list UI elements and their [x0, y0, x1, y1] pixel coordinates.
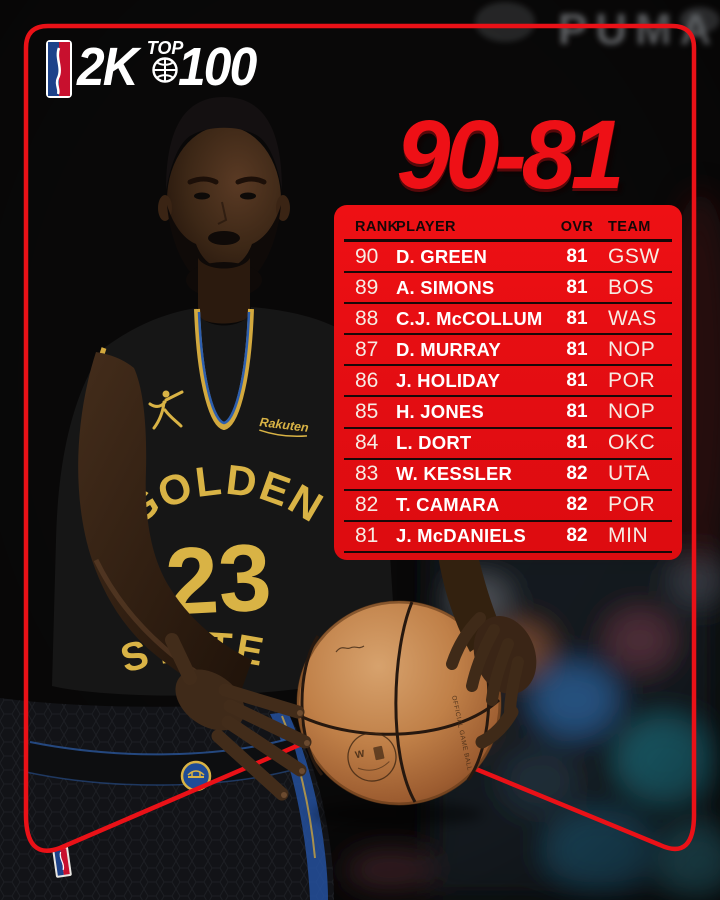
- cell-rank: 86: [355, 368, 379, 392]
- collar-trim-blue: [197, 311, 251, 425]
- nba-logo-icon: [46, 40, 72, 98]
- cell-rank: 88: [355, 306, 379, 330]
- logo-100: 100: [178, 37, 257, 97]
- player-right-arm: [78, 352, 312, 801]
- cell-team: BOS: [608, 275, 655, 299]
- frame-outline: [23, 23, 697, 853]
- cell-team: POR: [608, 493, 656, 517]
- neck: [198, 258, 250, 324]
- cell-ovr: 82: [566, 494, 588, 516]
- ball-signature: [335, 645, 365, 653]
- cell-ovr: 81: [566, 432, 588, 454]
- logo-top-word: TOP: [146, 38, 184, 58]
- header-team: TEAM: [608, 218, 651, 235]
- table-row: 82 T. CAMARA 82 POR: [344, 491, 672, 522]
- logo-top-stack: TOP: [144, 38, 186, 84]
- cell-team: UTA: [608, 462, 651, 486]
- table-row: 89 A. SIMONS 81 BOS: [344, 273, 672, 305]
- cell-ovr: 81: [566, 245, 588, 267]
- cell-player: W. KESSLER: [396, 463, 513, 485]
- nba2k-top100-logo: 2K TOP 100: [46, 38, 262, 102]
- cell-ovr: 81: [566, 401, 588, 423]
- ball-shadow: [313, 802, 483, 826]
- sponsor-patch: Rakuten: [259, 415, 310, 438]
- cell-team: POR: [608, 368, 656, 392]
- cell-player: J. McDANIELS: [396, 525, 526, 547]
- header-ovr: OVR: [560, 218, 594, 235]
- cell-rank: 81: [355, 524, 379, 548]
- cell-rank: 84: [355, 431, 379, 455]
- right-fingers: [165, 633, 312, 801]
- table-row: 87 D. MURRAY 81 NOP: [344, 335, 672, 367]
- cell-player: H. JONES: [396, 401, 484, 423]
- table-row: 86 J. HOLIDAY 81 POR: [344, 366, 672, 398]
- cell-player: A. SIMONS: [396, 276, 495, 298]
- cell-player: T. CAMARA: [396, 494, 500, 516]
- table-row: 85 H. JONES 81 NOP: [344, 397, 672, 429]
- logo-2k: 2K: [77, 37, 139, 97]
- cell-rank: 87: [355, 337, 379, 361]
- cell-team: NOP: [608, 400, 656, 424]
- ranking-table: RANK PLAYER OVR TEAM 90 D. GREEN 81 GSW 89 A.…: [334, 205, 682, 560]
- warriors-logo-icon: [180, 760, 212, 792]
- table-row: 81 J. McDANIELS 82 MIN: [344, 522, 672, 553]
- cell-team: MIN: [608, 524, 649, 548]
- mustache: [208, 231, 240, 245]
- cell-rank: 83: [355, 462, 379, 486]
- left-fingers: [446, 612, 524, 749]
- nose: [217, 201, 228, 225]
- table-row: 84 L. DORT 81 OKC: [344, 429, 672, 460]
- hair: [166, 97, 282, 190]
- cell-rank: 82: [355, 493, 379, 517]
- cell-ovr: 82: [566, 463, 588, 485]
- table-row: 90 D. GREEN 81 GSW: [344, 242, 672, 274]
- cell-team: GSW: [608, 244, 660, 268]
- table-row: 88 C.J. McCOLLUM 81 WAS: [344, 304, 672, 336]
- cell-player: J. HOLIDAY: [396, 369, 501, 391]
- cell-player: D. MURRAY: [396, 338, 501, 360]
- player-left-hand: [438, 556, 537, 749]
- collar-trim-gold: [194, 308, 254, 431]
- cell-team: NOP: [608, 337, 656, 361]
- basketball: OFFICIAL GAME BALL W: [296, 600, 502, 806]
- cell-ovr: 81: [566, 276, 588, 298]
- svg-text:W: W: [354, 748, 366, 761]
- basketball-logo-icon: [152, 57, 178, 83]
- header-rank: RANK: [355, 218, 399, 235]
- cell-rank: 89: [355, 275, 379, 299]
- eye-right: [240, 192, 256, 200]
- table-row: 83 W. KESSLER 82 UTA: [344, 460, 672, 491]
- cell-ovr: 81: [566, 338, 588, 360]
- cell-player: D. GREEN: [396, 245, 488, 267]
- jumpman-logo-icon: [148, 390, 184, 430]
- table-header: RANK PLAYER OVR TEAM: [344, 214, 672, 242]
- cell-team: OKC: [608, 431, 656, 455]
- cell-player: L. DORT: [396, 432, 472, 454]
- table-body: 90 D. GREEN 81 GSW 89 A. SIMONS 81 BOS 88 C.J. Mc…: [344, 242, 672, 553]
- header-player: PLAYER: [396, 218, 456, 235]
- cell-team: WAS: [608, 306, 657, 330]
- cell-ovr: 81: [566, 307, 588, 329]
- rank-range-title: 90-81: [396, 100, 624, 209]
- cell-ovr: 82: [566, 525, 588, 547]
- nba-shorts-patch-icon: [52, 846, 72, 878]
- ball-stamp-icon: W: [347, 732, 397, 782]
- eye-left: [194, 192, 210, 200]
- sponsor-text: Rakuten: [259, 415, 310, 435]
- fingernails: [281, 710, 310, 798]
- cell-rank: 85: [355, 400, 379, 424]
- cell-rank: 90: [355, 244, 379, 268]
- cell-ovr: 81: [566, 369, 588, 391]
- cell-player: C.J. McCOLLUM: [396, 307, 543, 329]
